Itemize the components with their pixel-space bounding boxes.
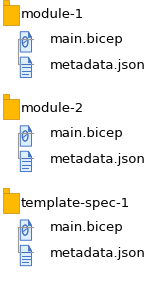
FancyBboxPatch shape xyxy=(3,99,19,119)
Polygon shape xyxy=(20,32,32,52)
Polygon shape xyxy=(28,245,32,251)
Text: metadata.json: metadata.json xyxy=(50,153,146,166)
Polygon shape xyxy=(20,57,32,78)
Polygon shape xyxy=(20,151,32,171)
Text: main.bicep: main.bicep xyxy=(50,33,124,46)
Polygon shape xyxy=(20,126,32,146)
FancyBboxPatch shape xyxy=(3,5,19,25)
Polygon shape xyxy=(28,220,32,226)
Text: module-2: module-2 xyxy=(21,102,84,115)
Text: metadata.json: metadata.json xyxy=(50,59,146,72)
FancyBboxPatch shape xyxy=(3,94,9,99)
FancyBboxPatch shape xyxy=(3,188,9,193)
Polygon shape xyxy=(20,220,32,240)
Polygon shape xyxy=(28,57,32,63)
Text: template-spec-1: template-spec-1 xyxy=(21,196,130,209)
Text: metadata.json: metadata.json xyxy=(50,247,146,260)
Text: main.bicep: main.bicep xyxy=(50,127,124,140)
Polygon shape xyxy=(28,32,32,37)
Polygon shape xyxy=(28,126,32,132)
Text: main.bicep: main.bicep xyxy=(50,221,124,234)
Polygon shape xyxy=(28,151,32,157)
Text: module-1: module-1 xyxy=(21,8,84,21)
FancyBboxPatch shape xyxy=(3,0,9,5)
FancyBboxPatch shape xyxy=(3,193,19,213)
Polygon shape xyxy=(20,245,32,266)
